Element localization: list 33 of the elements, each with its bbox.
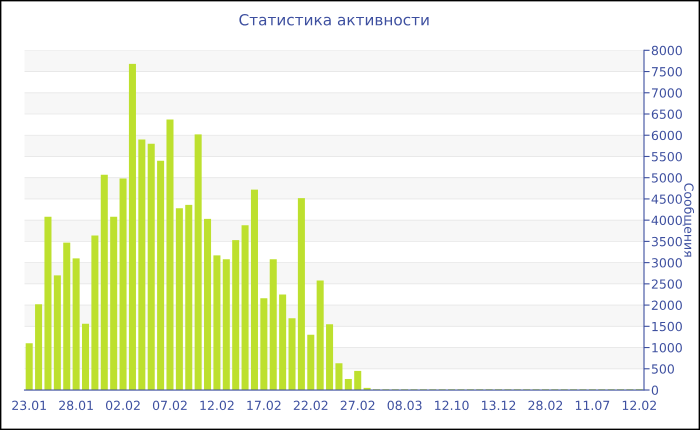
- y-tick-label: 500: [652, 364, 674, 374]
- y-tick-label: 8000: [652, 46, 682, 56]
- y-tick-label: 1500: [652, 322, 682, 332]
- x-tick-label: 11.07: [576, 400, 610, 410]
- y-tick-label: 3500: [652, 236, 682, 246]
- x-tick-label: 27.02: [340, 400, 374, 410]
- x-tick-label: 12.02: [622, 400, 656, 410]
- x-tick-label: 07.02: [152, 400, 187, 410]
- y-tick-label: 7000: [652, 88, 682, 98]
- y-tick-label: 7500: [652, 67, 682, 76]
- y-tick-label: 6000: [652, 130, 682, 140]
- x-tick-label: 08.03: [388, 400, 422, 410]
- x-tick-label: 23.01: [12, 400, 46, 410]
- y-tick-label: 5000: [652, 173, 682, 183]
- x-tick-label: 13.12: [482, 400, 516, 410]
- y-axis-title: Сообщения: [682, 183, 694, 257]
- y-tick-label: 1000: [652, 343, 682, 352]
- y-tick-label: 4500: [652, 194, 682, 204]
- y-tick-label: 4000: [652, 216, 682, 226]
- x-tick-label: 28.01: [59, 400, 93, 410]
- y-tick-label: 5500: [652, 152, 682, 162]
- y-tick-label: 2500: [652, 279, 682, 289]
- y-tick-label: 6500: [652, 109, 682, 119]
- x-tick-label: 28.02: [528, 400, 562, 410]
- y-tick-label: 2000: [652, 300, 682, 310]
- chart-title: Статистика активности: [239, 14, 429, 26]
- x-tick-label: 22.02: [294, 400, 328, 410]
- x-tick-label: 02.02: [106, 400, 140, 410]
- y-tick-label: 3000: [652, 258, 682, 268]
- x-tick-label: 12.02: [200, 400, 234, 410]
- y-tick-label: 0: [652, 385, 658, 395]
- x-tick-label: 17.02: [247, 400, 280, 410]
- x-tick-label: 12.10: [435, 400, 469, 410]
